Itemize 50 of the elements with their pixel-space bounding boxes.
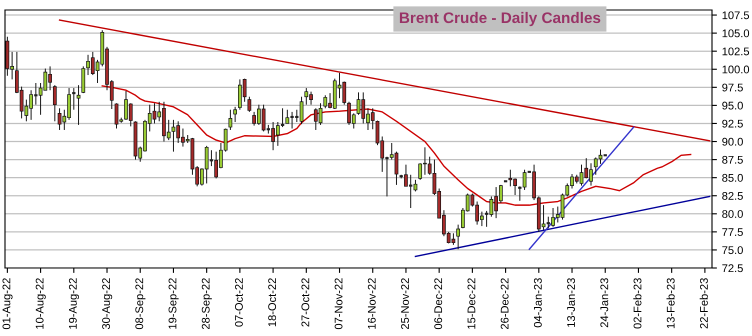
- candlestick: [285, 109, 290, 124]
- candlestick: [233, 106, 237, 122]
- candlestick: [228, 109, 232, 130]
- y-tick-label: 72.5: [722, 264, 743, 272]
- y-tick-label: 107.5: [722, 11, 750, 20]
- x-tick-label: 18-Oct-22: [268, 278, 276, 326]
- candlestick: [300, 96, 304, 125]
- candlestick: [52, 84, 57, 122]
- y-tick-label: 100.0: [722, 66, 750, 74]
- x-tick-label: 07-Nov-22: [334, 278, 343, 330]
- y-tick-label: 75.0: [722, 246, 743, 254]
- candlestick: [404, 164, 408, 187]
- y-tick-label: 97.5: [722, 84, 743, 92]
- x-tick-label: 13-Jan-23: [567, 278, 576, 327]
- y-tick-label: 77.5: [722, 228, 743, 236]
- x-tick-label: 13-Feb-23: [666, 278, 675, 328]
- x-tick-label: 28-Sep-22: [202, 278, 212, 330]
- candlestick: [76, 84, 80, 126]
- x-tick-label: 08-Sep-22: [135, 278, 146, 330]
- x-tick-label: 16-Nov-22: [368, 278, 376, 329]
- y-tick-label: 85.0: [722, 174, 743, 182]
- x-tick-label: 26-Dec-22: [500, 278, 509, 330]
- x-tick-label: 04-Jan-23: [534, 278, 542, 328]
- y-tick-label: 82.5: [722, 192, 743, 200]
- x-tick-label: 07-Oct-22: [234, 278, 243, 327]
- y-tick-label: 95.0: [722, 102, 743, 110]
- x-tick-label: 15-Dec-22: [467, 278, 476, 329]
- x-tick-label: 30-Aug-22: [102, 278, 112, 330]
- x-tick-label: 06-Dec-22: [434, 278, 442, 330]
- candlestick: [81, 66, 86, 94]
- x-tick-label: 10-Aug-22: [36, 278, 46, 329]
- chart-title: Brent Crude - Daily Candles: [400, 12, 600, 26]
- x-tick-label: 19-Sep-22: [168, 278, 179, 329]
- y-tick-label: 87.5: [722, 156, 743, 164]
- y-tick-label: 90.0: [722, 138, 743, 146]
- candlestick: [247, 96, 252, 112]
- x-tick-label: 01-Aug-22: [2, 278, 13, 330]
- x-tick-label: 19-Aug-22: [68, 278, 79, 329]
- y-tick-label: 102.5: [722, 47, 750, 56]
- candlestick: [522, 169, 526, 190]
- y-tick-label: 92.5: [722, 120, 743, 128]
- x-tick-label: 02-Feb-23: [633, 278, 642, 329]
- y-tick-label: 80.0: [722, 210, 743, 218]
- x-tick-label: 25-Nov-22: [401, 278, 409, 330]
- x-tick-label: 24-Jan-23: [600, 278, 608, 328]
- candlestick: [414, 179, 418, 192]
- y-tick-label: 105.0: [722, 29, 750, 38]
- x-tick-label: 27-Oct-22: [301, 278, 310, 327]
- candlestick: [456, 224, 460, 250]
- x-tick-label: 22-Feb-23: [700, 278, 708, 328]
